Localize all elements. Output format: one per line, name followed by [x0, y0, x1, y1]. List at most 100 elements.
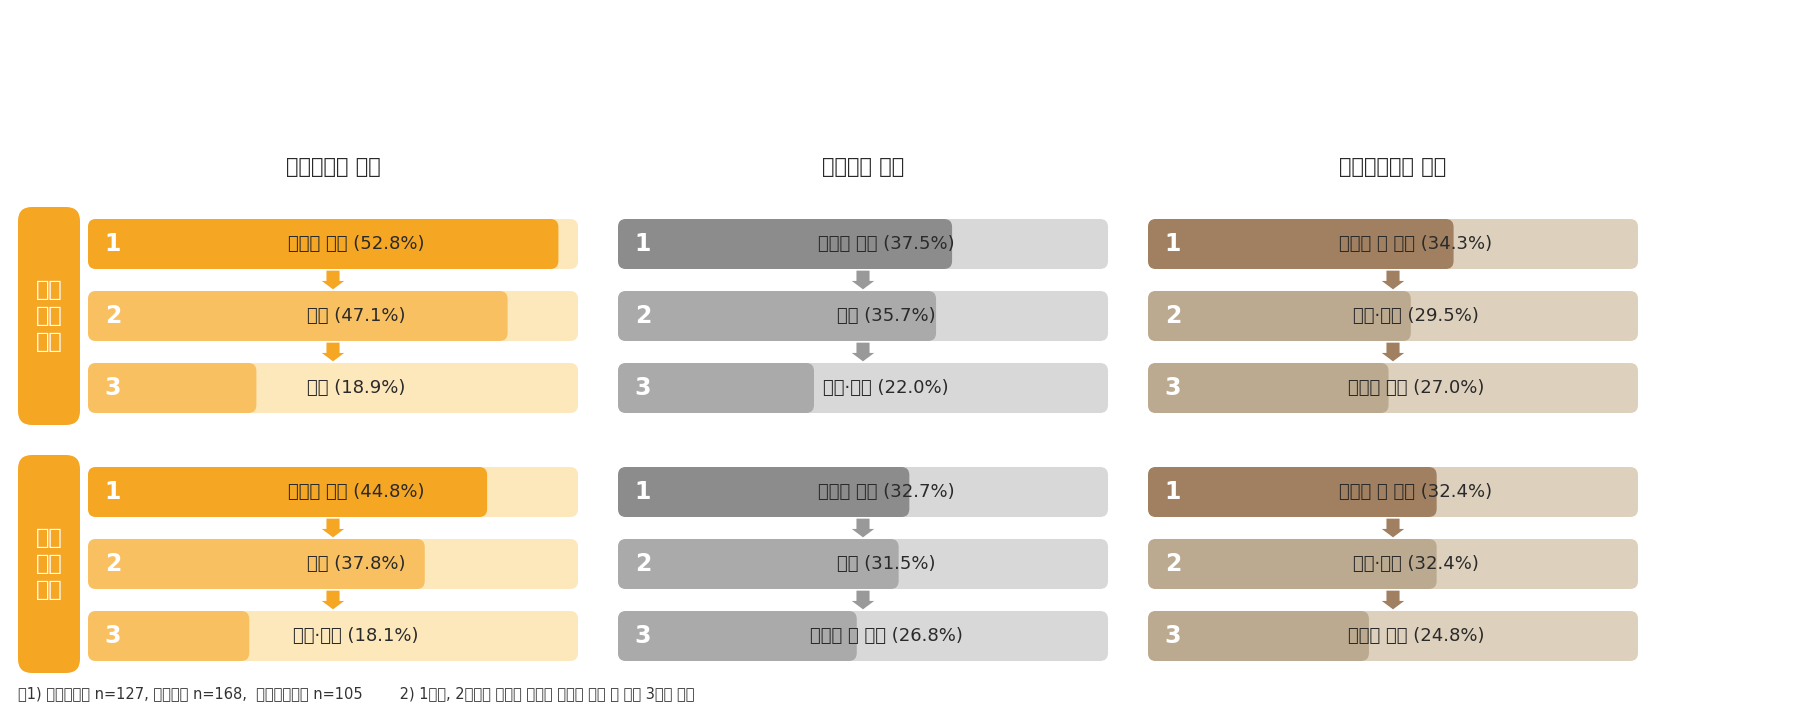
FancyBboxPatch shape [621, 541, 666, 587]
Polygon shape [852, 343, 874, 362]
Text: 거주용 주택 (44.8%): 거주용 주택 (44.8%) [288, 483, 424, 501]
Text: 금융자산형 부자: 금융자산형 부자 [286, 157, 380, 177]
FancyBboxPatch shape [619, 539, 899, 589]
Text: 주1) 금융자산형 n=127, 밸런스형 n=168,  부동산자산형 n=105        2) 1순위, 2순위의 응답을 합하여 처리한 결과 중 : 주1) 금융자산형 n=127, 밸런스형 n=168, 부동산자산형 n=10… [18, 686, 695, 701]
Polygon shape [852, 518, 874, 537]
Polygon shape [1381, 343, 1405, 362]
FancyBboxPatch shape [619, 467, 910, 517]
FancyBboxPatch shape [18, 455, 80, 673]
FancyBboxPatch shape [619, 291, 935, 341]
Text: 1: 1 [1165, 232, 1181, 256]
FancyBboxPatch shape [1150, 469, 1196, 515]
FancyBboxPatch shape [621, 613, 666, 659]
FancyBboxPatch shape [1148, 291, 1410, 341]
FancyBboxPatch shape [1150, 541, 1196, 587]
FancyBboxPatch shape [1148, 467, 1436, 517]
Polygon shape [852, 270, 874, 289]
FancyBboxPatch shape [89, 293, 136, 339]
Polygon shape [322, 590, 344, 609]
FancyBboxPatch shape [87, 467, 579, 517]
Text: 2: 2 [106, 304, 122, 328]
FancyBboxPatch shape [1150, 365, 1196, 411]
FancyBboxPatch shape [1148, 219, 1454, 269]
FancyBboxPatch shape [619, 363, 814, 413]
FancyBboxPatch shape [89, 365, 136, 411]
Text: 거주용 주택 (52.8%): 거주용 주택 (52.8%) [288, 235, 424, 253]
FancyBboxPatch shape [87, 291, 579, 341]
Text: 1: 1 [635, 232, 652, 256]
Text: 주식 (37.8%): 주식 (37.8%) [308, 555, 406, 573]
FancyBboxPatch shape [87, 363, 579, 413]
FancyBboxPatch shape [619, 611, 1108, 661]
Text: 거주용 주택 (24.8%): 거주용 주택 (24.8%) [1349, 627, 1485, 645]
Text: 2: 2 [635, 304, 652, 328]
FancyBboxPatch shape [18, 207, 80, 425]
Text: 1: 1 [106, 480, 122, 504]
FancyBboxPatch shape [619, 611, 857, 661]
FancyBboxPatch shape [87, 363, 257, 413]
Text: 거주용 외 주택 (34.3%): 거주용 외 주택 (34.3%) [1340, 235, 1492, 253]
Text: 밸런스형 부자: 밸런스형 부자 [823, 157, 905, 177]
FancyBboxPatch shape [619, 219, 1108, 269]
Text: 단기
투자
자처: 단기 투자 자처 [36, 280, 62, 352]
FancyBboxPatch shape [1148, 611, 1638, 661]
FancyBboxPatch shape [619, 363, 1108, 413]
Text: 3: 3 [1165, 376, 1181, 400]
Text: 주식 (31.5%): 주식 (31.5%) [837, 555, 935, 573]
FancyBboxPatch shape [87, 539, 424, 589]
Text: 토지·임야 (29.5%): 토지·임야 (29.5%) [1352, 307, 1480, 325]
Polygon shape [852, 590, 874, 609]
Text: 토지·임야 (18.1%): 토지·임야 (18.1%) [293, 627, 419, 645]
FancyBboxPatch shape [619, 539, 1108, 589]
FancyBboxPatch shape [1148, 539, 1436, 589]
FancyBboxPatch shape [89, 541, 136, 587]
Text: 1: 1 [635, 480, 652, 504]
Text: 3: 3 [635, 624, 652, 648]
Polygon shape [1381, 270, 1405, 289]
Text: 3: 3 [106, 376, 122, 400]
FancyBboxPatch shape [619, 291, 1108, 341]
Text: 주식 (47.1%): 주식 (47.1%) [308, 307, 406, 325]
Text: 거주용 외 주택 (26.8%): 거주용 외 주택 (26.8%) [810, 627, 963, 645]
Polygon shape [1381, 590, 1405, 609]
Text: 3: 3 [106, 624, 122, 648]
FancyBboxPatch shape [87, 291, 508, 341]
Text: 거주용 외 주택 (32.4%): 거주용 외 주택 (32.4%) [1340, 483, 1492, 501]
Text: 1: 1 [1165, 480, 1181, 504]
Polygon shape [322, 518, 344, 537]
FancyBboxPatch shape [1150, 613, 1196, 659]
FancyBboxPatch shape [1148, 467, 1638, 517]
Text: 거주용 주택 (37.5%): 거주용 주택 (37.5%) [817, 235, 954, 253]
Text: 2: 2 [1165, 304, 1181, 328]
FancyBboxPatch shape [87, 539, 579, 589]
Text: 장기
투자
자처: 장기 투자 자처 [36, 528, 62, 600]
Text: 거주용 주택 (27.0%): 거주용 주택 (27.0%) [1349, 379, 1483, 397]
FancyBboxPatch shape [621, 221, 666, 267]
FancyBboxPatch shape [1150, 221, 1196, 267]
Text: 2: 2 [1165, 552, 1181, 576]
FancyBboxPatch shape [1148, 611, 1369, 661]
FancyBboxPatch shape [619, 219, 952, 269]
Text: 3: 3 [635, 376, 652, 400]
Text: 펀드 (18.9%): 펀드 (18.9%) [308, 379, 406, 397]
FancyBboxPatch shape [89, 221, 136, 267]
Polygon shape [1381, 518, 1405, 537]
FancyBboxPatch shape [87, 219, 559, 269]
Polygon shape [322, 343, 344, 362]
FancyBboxPatch shape [1150, 293, 1196, 339]
Text: 거주용 주택 (32.7%): 거주용 주택 (32.7%) [817, 483, 954, 501]
FancyBboxPatch shape [89, 613, 136, 659]
FancyBboxPatch shape [89, 469, 136, 515]
FancyBboxPatch shape [1148, 291, 1638, 341]
FancyBboxPatch shape [87, 219, 579, 269]
Text: 빌딩·상가 (32.4%): 빌딩·상가 (32.4%) [1352, 555, 1480, 573]
FancyBboxPatch shape [87, 611, 249, 661]
FancyBboxPatch shape [1148, 539, 1638, 589]
Polygon shape [322, 270, 344, 289]
Text: 3: 3 [1165, 624, 1181, 648]
Text: 2: 2 [635, 552, 652, 576]
FancyBboxPatch shape [87, 611, 579, 661]
FancyBboxPatch shape [621, 365, 666, 411]
FancyBboxPatch shape [621, 293, 666, 339]
FancyBboxPatch shape [621, 469, 666, 515]
